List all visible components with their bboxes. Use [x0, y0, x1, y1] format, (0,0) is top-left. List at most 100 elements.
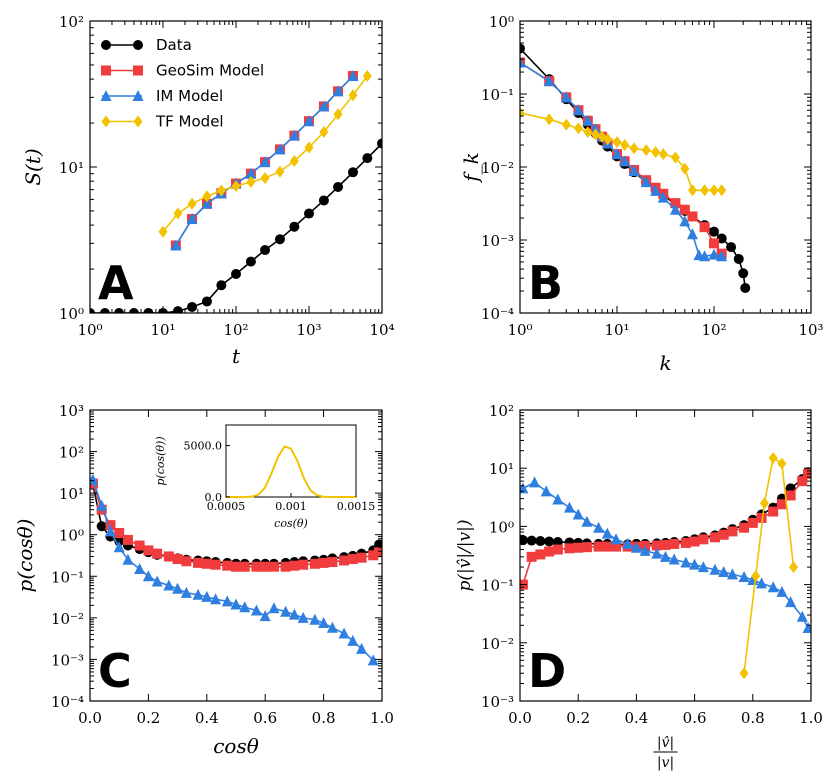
- legend-marker: [101, 65, 111, 76]
- data-point: [326, 621, 338, 633]
- data-point: [718, 529, 729, 540]
- data-point: [718, 565, 730, 577]
- data-point: [520, 43, 525, 54]
- data-point: [660, 550, 671, 562]
- data-point: [560, 91, 572, 103]
- data-point: [601, 527, 613, 539]
- data-point: [727, 526, 738, 537]
- data-point: [563, 501, 575, 513]
- x-tick-label: 0.4: [624, 709, 648, 727]
- data-point: [776, 585, 788, 597]
- data-point: [143, 308, 154, 313]
- x-tick-label: 0.6: [683, 709, 707, 727]
- y-tick-label: 10²: [59, 444, 84, 462]
- data-point: [602, 541, 613, 552]
- data-point: [289, 221, 300, 232]
- data-point: [96, 499, 108, 511]
- data-point: [221, 595, 233, 607]
- data-point: [593, 541, 604, 552]
- data-point: [552, 536, 563, 547]
- data-point: [216, 184, 226, 197]
- data-point: [319, 125, 329, 138]
- data-point: [716, 233, 727, 244]
- data-point: [628, 165, 640, 177]
- x-tick-label: 10⁰: [77, 321, 102, 339]
- data-point: [622, 537, 634, 549]
- data-point: [288, 608, 300, 620]
- data-point: [163, 551, 174, 562]
- data-point: [657, 191, 669, 203]
- data-point: [170, 239, 182, 251]
- data-point: [173, 207, 183, 220]
- data-point: [708, 248, 720, 260]
- data-point: [520, 482, 529, 494]
- data-point: [304, 141, 314, 154]
- data-point: [756, 577, 768, 589]
- data-point: [697, 561, 709, 573]
- y-tick-label: 10⁻³: [51, 651, 84, 669]
- data-point: [669, 538, 680, 549]
- series-line-data: [522, 471, 809, 546]
- data-point: [583, 126, 593, 139]
- data-point: [709, 238, 719, 249]
- data-point: [275, 165, 285, 178]
- data-point: [193, 557, 204, 568]
- axes-frame: [519, 409, 812, 702]
- data-point: [520, 535, 528, 546]
- data-point: [572, 508, 584, 520]
- panel-label: A: [98, 256, 134, 310]
- plot-area-A: [90, 70, 382, 313]
- data-point: [333, 108, 343, 121]
- panel-label: B: [528, 256, 563, 310]
- data-point: [687, 211, 698, 222]
- series-line-data: [90, 142, 382, 313]
- inset-x-tick-label: 0.0015: [337, 500, 376, 513]
- x-tick-label: 1.0: [370, 709, 394, 727]
- data-point: [709, 563, 721, 575]
- data-point: [96, 521, 107, 532]
- data-point: [698, 534, 709, 545]
- y-axis-label: p(|v̂|/|v|): [455, 520, 475, 592]
- legend-marker: [100, 90, 112, 101]
- x-axis-label: |v̂| |v|: [653, 735, 678, 771]
- data-point: [543, 75, 555, 87]
- data-point: [658, 148, 668, 161]
- data-point: [756, 512, 767, 523]
- data-point: [535, 536, 546, 547]
- data-point: [309, 613, 321, 625]
- y-tick-label: 10⁰: [59, 305, 84, 323]
- y-axis-label: S(t): [21, 148, 45, 185]
- panel-D: 0.0 0.2 0.4 0.6 0.8 1.0 10⁻³ 10⁻² 10⁻¹ 10⁰ 10¹ 10² D…: [455, 402, 823, 771]
- data-point: [122, 534, 133, 545]
- data-point: [210, 593, 222, 605]
- data-point: [268, 602, 280, 614]
- data-point: [338, 627, 350, 639]
- legend-marker: [133, 40, 143, 50]
- x-tick-label: 10¹: [604, 321, 629, 339]
- x-tick-label: 10⁴: [369, 321, 394, 339]
- data-point: [716, 250, 728, 262]
- data-point: [544, 113, 554, 126]
- data-point: [593, 521, 605, 533]
- inset-x-tick-label: 0.0005: [207, 500, 246, 513]
- data-point: [641, 144, 651, 157]
- data-point: [573, 542, 584, 553]
- data-point: [709, 226, 719, 237]
- y-tick-label: 10¹: [489, 460, 514, 478]
- legend-entry: Data: [156, 36, 192, 54]
- data-point: [251, 561, 262, 572]
- data-point: [202, 190, 212, 203]
- data-point: [726, 242, 737, 253]
- data-point: [297, 611, 309, 623]
- x-tick-label: 10³: [296, 321, 321, 339]
- x-axis-label: k: [659, 351, 671, 375]
- legend-entry: IM Model: [156, 87, 223, 105]
- data-point: [347, 634, 359, 646]
- data-point: [231, 180, 241, 193]
- data-point: [172, 306, 183, 313]
- data-point: [733, 253, 744, 264]
- data-point: [134, 562, 146, 574]
- data-point: [362, 153, 373, 164]
- x-tick-label: 10²: [223, 321, 248, 339]
- series-line-tf-model: [743, 456, 795, 674]
